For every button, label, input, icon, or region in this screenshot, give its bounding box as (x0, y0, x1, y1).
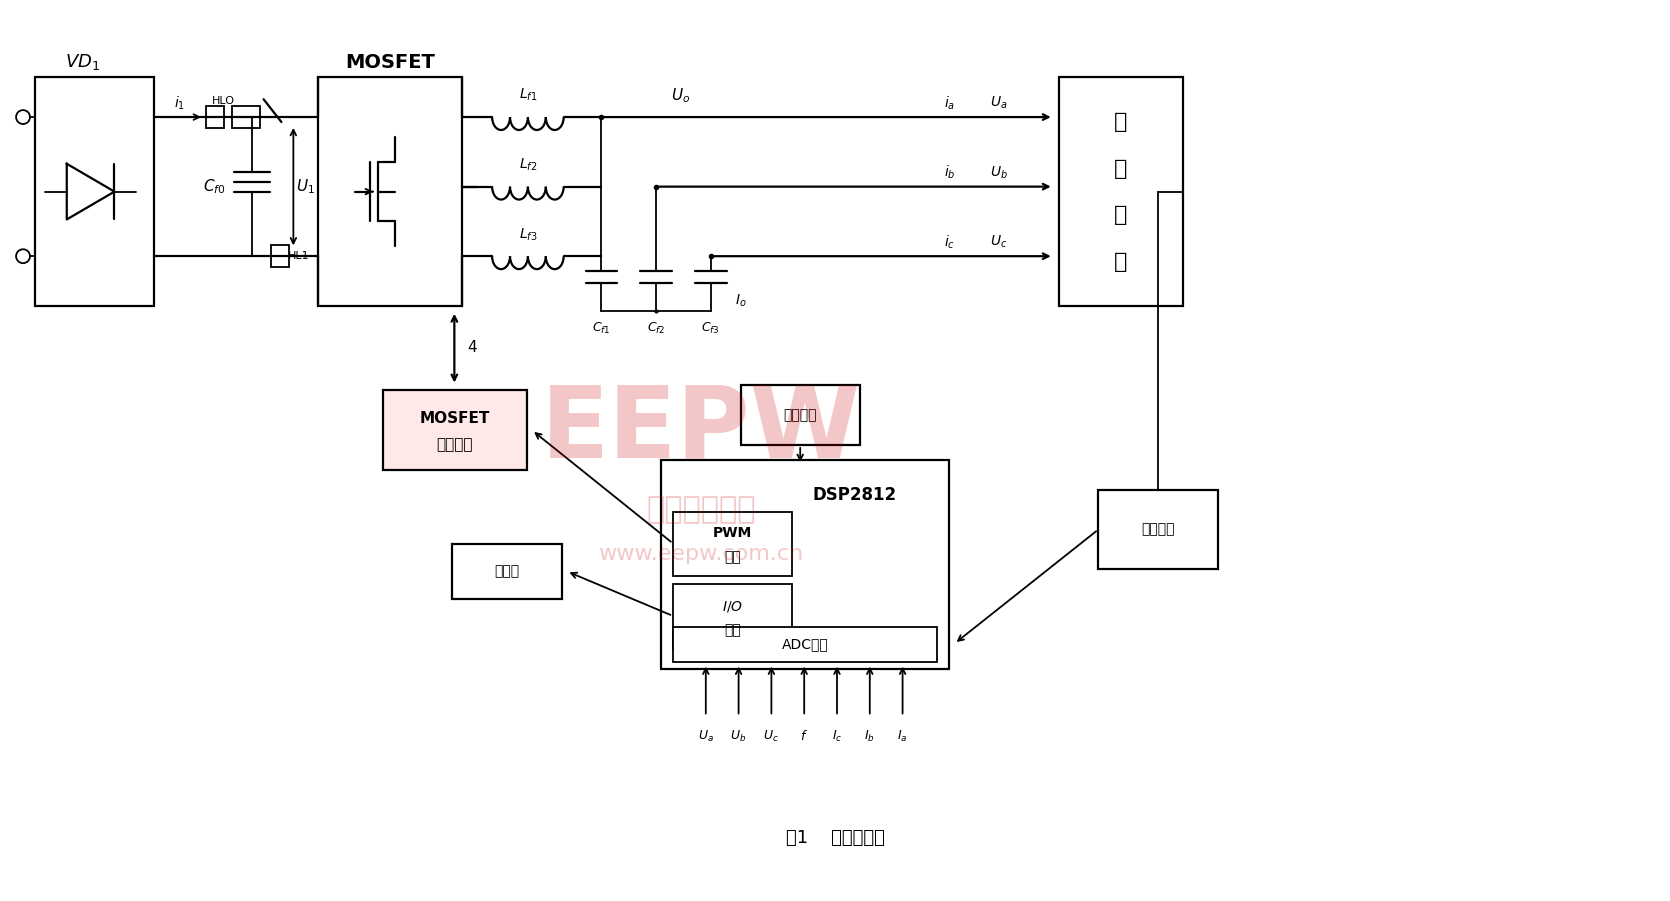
Text: $I_b$: $I_b$ (865, 729, 875, 744)
Text: $I_o$: $I_o$ (735, 293, 746, 309)
Text: $i_c$: $i_c$ (944, 233, 955, 251)
Text: 通道: 通道 (725, 623, 741, 637)
Text: 4: 4 (468, 341, 478, 355)
Bar (272, 245, 289, 267)
Bar (1059, 77, 1182, 306)
Text: $U_b$: $U_b$ (730, 729, 746, 744)
Text: 相: 相 (1114, 159, 1127, 178)
Bar (673, 512, 792, 577)
Text: MOSFET: MOSFET (344, 53, 434, 72)
Bar (319, 77, 463, 306)
Bar (1099, 490, 1217, 569)
Text: 开关电源: 开关电源 (783, 408, 817, 423)
Text: $L_{f1}$: $L_{f1}$ (519, 87, 538, 104)
Text: $i_1$: $i_1$ (174, 95, 185, 112)
Text: www.eepw.com.cn: www.eepw.com.cn (598, 544, 803, 564)
Text: $I/O$: $I/O$ (721, 598, 743, 614)
Text: 电子产品世界: 电子产品世界 (646, 496, 755, 524)
Text: 载: 载 (1114, 252, 1127, 272)
Text: $i_b$: $i_b$ (944, 164, 955, 181)
Text: $L_{f2}$: $L_{f2}$ (519, 157, 538, 173)
Bar (232, 106, 259, 128)
Text: $f$: $f$ (800, 729, 808, 743)
Text: $I_a$: $I_a$ (897, 729, 908, 744)
Text: $U_a$: $U_a$ (990, 95, 1007, 112)
Bar (661, 460, 949, 669)
Text: ADC通道: ADC通道 (782, 637, 828, 651)
Text: MOSFET: MOSFET (419, 411, 489, 425)
Bar (453, 544, 561, 599)
Text: DSP2812: DSP2812 (812, 486, 897, 504)
Bar (35, 77, 154, 306)
Text: $C_{f3}$: $C_{f3}$ (701, 321, 720, 336)
Text: $U_1$: $U_1$ (296, 177, 314, 196)
Text: EEPW: EEPW (541, 382, 860, 478)
Text: $C_{f0}$: $C_{f0}$ (202, 177, 225, 196)
Text: $U_b$: $U_b$ (990, 165, 1009, 181)
Text: $L_{f3}$: $L_{f3}$ (519, 226, 538, 242)
Text: HL1: HL1 (287, 251, 309, 261)
Bar (673, 627, 937, 661)
Text: $i_a$: $i_a$ (944, 95, 955, 112)
Text: $U_c$: $U_c$ (763, 729, 780, 744)
Text: 通道: 通道 (725, 551, 741, 564)
Text: 三: 三 (1114, 112, 1127, 132)
Text: $U_o$: $U_o$ (671, 86, 690, 105)
Text: 图1    系统原理图: 图1 系统原理图 (785, 829, 885, 847)
Bar (740, 386, 860, 445)
Text: $VD_1$: $VD_1$ (65, 52, 100, 72)
Text: 隔离驱动: 隔离驱动 (436, 438, 473, 452)
Text: PWM: PWM (713, 526, 752, 541)
Bar (673, 584, 792, 649)
Bar (382, 390, 528, 470)
Text: HLO: HLO (212, 96, 235, 106)
Bar (205, 106, 224, 128)
Text: $C_{f1}$: $C_{f1}$ (593, 321, 611, 336)
Text: $C_{f2}$: $C_{f2}$ (646, 321, 665, 336)
Text: 负: 负 (1114, 205, 1127, 225)
Text: 采样电路: 采样电路 (1141, 523, 1174, 536)
Text: $U_a$: $U_a$ (698, 729, 713, 744)
Text: $I_c$: $I_c$ (832, 729, 842, 744)
Text: 开关量: 开关量 (494, 564, 519, 578)
Text: $U_c$: $U_c$ (990, 234, 1007, 250)
